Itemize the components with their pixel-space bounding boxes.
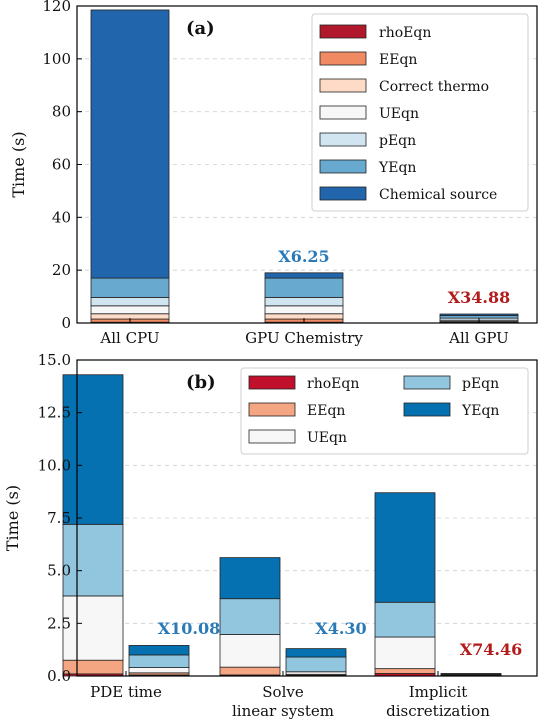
- y-tick-label: 12.5: [38, 404, 71, 422]
- y-axis-label: Time (s): [3, 485, 22, 551]
- y-tick-label: 60: [52, 156, 71, 174]
- y-tick-label: 5.0: [47, 562, 71, 580]
- legend-label: pEqn: [379, 133, 416, 149]
- y-tick-label: 120: [42, 0, 71, 15]
- bar-segment: [285, 656, 347, 673]
- panel-label: (b): [186, 372, 216, 393]
- bar-segment: [219, 557, 281, 600]
- legend-label: pEqn: [462, 376, 499, 392]
- legend-swatch: [248, 402, 296, 417]
- legend-swatch: [248, 375, 296, 390]
- y-tick-label: 15.0: [38, 351, 71, 369]
- bar-segment: [219, 666, 281, 676]
- legend-swatch: [319, 186, 367, 201]
- legend-label: YEqn: [461, 403, 499, 419]
- legend-swatch: [319, 132, 367, 147]
- category-label: All GPU: [448, 329, 509, 347]
- legend-label: rhoEqn: [307, 376, 359, 392]
- bar-segment: [62, 595, 124, 661]
- legend-label: UEqn: [307, 430, 347, 446]
- legend-label: Chemical source: [379, 187, 497, 203]
- legend-swatch: [319, 105, 367, 120]
- y-tick-label: 7.5: [47, 509, 71, 527]
- bar-segment: [128, 667, 190, 674]
- category-label-line: Implicit: [409, 683, 468, 701]
- category-label: Implicit discretization: [386, 683, 490, 720]
- bar-segment: [374, 636, 436, 670]
- bar-segment: [264, 272, 344, 279]
- bar-segment: [62, 659, 124, 675]
- bar-segment: [219, 598, 281, 635]
- bar-segment: [128, 654, 190, 668]
- legend-label: EEqn: [307, 403, 345, 419]
- bar-segment: [285, 648, 347, 658]
- bar-segment: [439, 313, 519, 316]
- bar-segment: [128, 645, 190, 656]
- legend-swatch: [319, 159, 367, 174]
- bar-segment: [264, 277, 344, 298]
- bar-segment: [374, 492, 436, 603]
- category-label: All CPU: [99, 329, 159, 347]
- bar-segment: [62, 523, 124, 597]
- panel-a: All CPU GPU Chemistry All GPU 0 20 40 60 80 100 1…: [9, 0, 538, 347]
- category-label-line: discretization: [386, 702, 490, 720]
- category-label-line: Solve: [262, 683, 304, 701]
- category-label: GPU Chemistry: [245, 329, 363, 347]
- bar-segment: [440, 673, 502, 675]
- y-tick-label: 100: [42, 50, 71, 68]
- y-tick-label: 0.0: [47, 667, 71, 685]
- legend-box: [240, 367, 529, 455]
- category-label-line: PDE time: [90, 683, 162, 701]
- legend-swatch: [319, 24, 367, 39]
- bar-segment: [219, 634, 281, 668]
- legend-swatch: [319, 78, 367, 93]
- legend-swatch: [403, 402, 451, 417]
- y-tick-label: 0: [61, 314, 71, 332]
- legend-swatch: [248, 429, 296, 444]
- y-tick-label: 10.0: [38, 456, 71, 474]
- speedup-label: X4.30: [315, 619, 366, 638]
- speedup-label: X34.88: [448, 288, 511, 307]
- bar-segment: [90, 277, 170, 298]
- y-axis-label: Time (s): [9, 131, 28, 197]
- legend-swatch: [319, 51, 367, 66]
- legend-label: EEqn: [379, 52, 417, 68]
- legend-label: UEqn: [379, 106, 419, 122]
- panel-b: PDE time Solve linear system Implicit discre…: [3, 351, 538, 720]
- panel-label: (a): [186, 18, 215, 39]
- speedup-label: X6.25: [278, 247, 329, 266]
- legend-label: Correct thermo: [379, 79, 489, 95]
- y-tick-label: 80: [52, 103, 71, 121]
- speedup-label: X10.08: [158, 619, 221, 638]
- legend-swatch: [403, 375, 451, 390]
- speedup-label: X74.46: [460, 640, 523, 659]
- bar-segment: [62, 374, 124, 525]
- bar-segment: [90, 9, 170, 279]
- bar-segment: [264, 305, 344, 315]
- y-tick-label: 40: [52, 208, 71, 226]
- legend-label: rhoEqn: [379, 25, 431, 41]
- y-tick-label: 20: [52, 261, 71, 279]
- category-label-line: linear system: [232, 702, 334, 720]
- bar-segment: [90, 305, 170, 315]
- y-tick-label: 2.5: [47, 614, 71, 632]
- bar-segment: [374, 601, 436, 638]
- bar-segment: [264, 296, 344, 307]
- category-label: Solve linear system: [232, 683, 334, 720]
- bar-segment: [90, 296, 170, 307]
- legend-label: YEqn: [378, 160, 416, 176]
- category-label: PDE time: [90, 683, 162, 701]
- bar-segment: [374, 668, 436, 674]
